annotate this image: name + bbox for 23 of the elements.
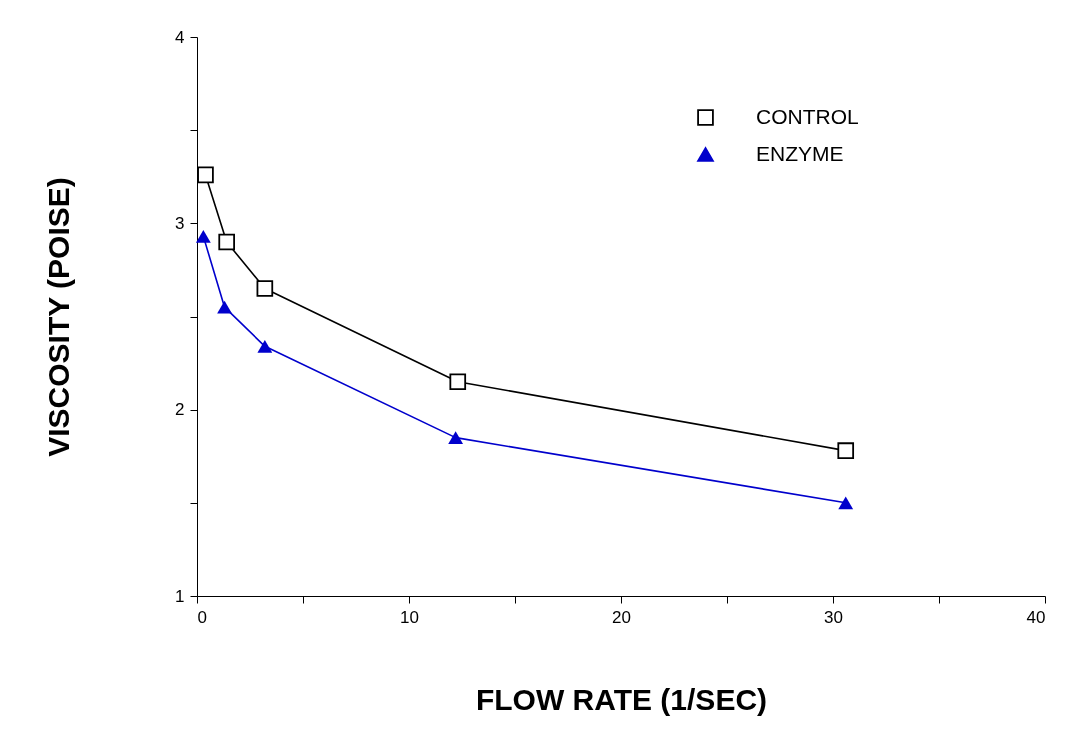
point: [256, 280, 274, 297]
y-axis-title: VISCOSITY (POISE): [42, 177, 76, 457]
point: [837, 442, 855, 459]
y-tick-label: 1: [175, 586, 185, 606]
x-axis-title: FLOW RATE (1/SEC): [475, 682, 768, 716]
point: [197, 166, 214, 184]
y-tick-label: 4: [175, 27, 185, 47]
point: [257, 339, 273, 353]
point: [838, 496, 854, 510]
point: [217, 300, 232, 314]
legend-label: CONTROL: [756, 104, 859, 128]
point: [195, 229, 211, 243]
y-tick-label: 2: [175, 400, 185, 420]
x-tick-label: 20: [612, 607, 631, 627]
point: [448, 431, 464, 445]
y-tick-label: 3: [175, 213, 185, 233]
x-tick-label: 40: [1026, 607, 1046, 627]
point: [449, 373, 467, 391]
x-tick-label: 10: [400, 607, 419, 627]
x-tick-label: 30: [824, 607, 843, 627]
legend-label: ENZYME: [756, 141, 844, 165]
point: [218, 233, 235, 251]
x-tick-label: 0: [197, 607, 207, 627]
